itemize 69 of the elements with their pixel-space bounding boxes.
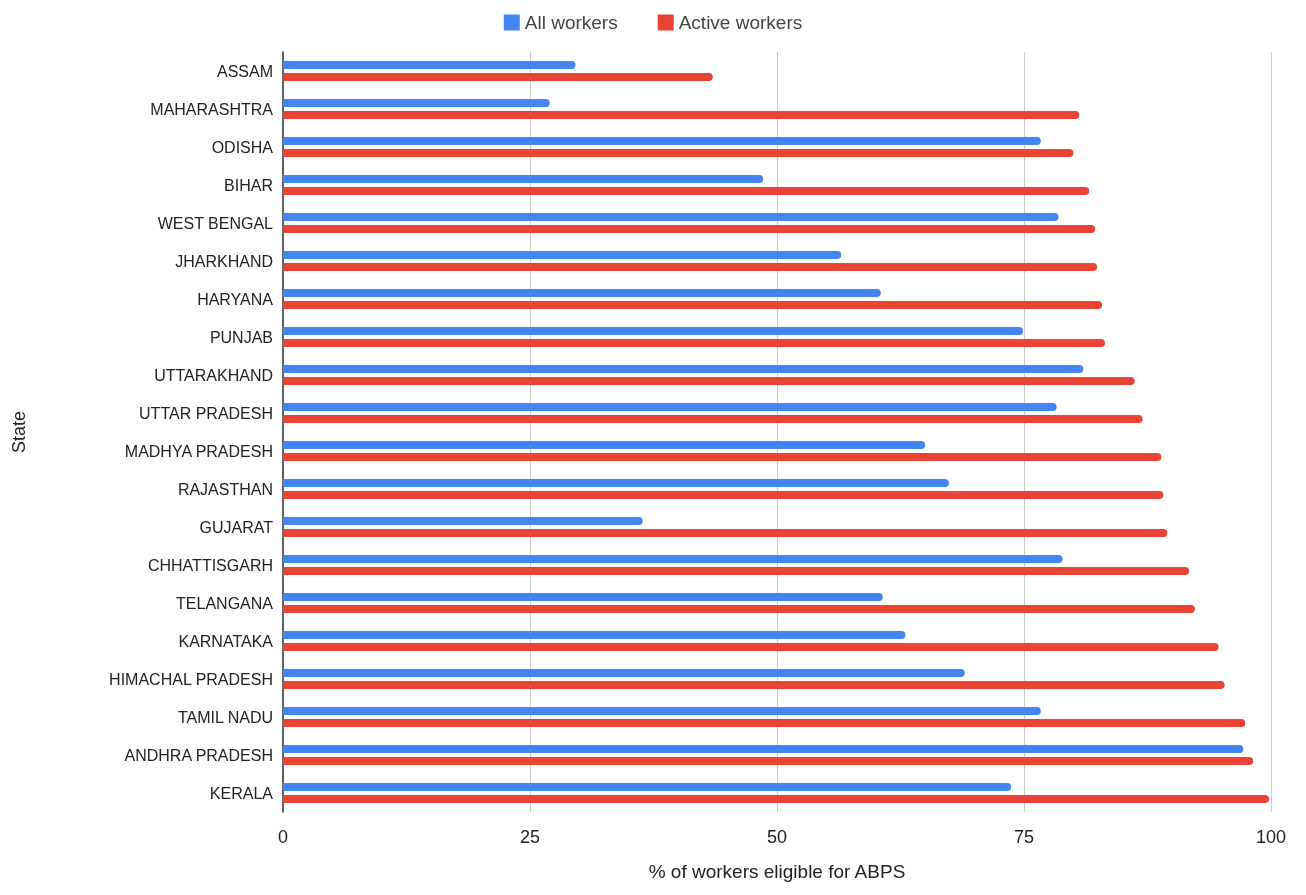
x-tick-label: 50 — [766, 827, 788, 847]
bar — [283, 555, 1063, 563]
bar — [283, 491, 1164, 499]
bar — [283, 605, 1195, 613]
legend-label: Active workers — [678, 12, 803, 33]
bar — [283, 327, 1024, 335]
bar — [283, 61, 576, 69]
y-tick-label: MADHYA PRADESH — [124, 442, 273, 460]
bar — [283, 745, 1244, 753]
bar — [283, 441, 926, 449]
y-tick-label: UTTAR PRADESH — [139, 404, 273, 422]
bar — [283, 187, 1090, 195]
bar — [283, 111, 1080, 119]
bar — [283, 73, 713, 81]
bar — [283, 517, 643, 525]
y-tick-label: ODISHA — [211, 138, 274, 156]
bar — [283, 783, 1012, 791]
bar — [283, 529, 1168, 537]
x-tick-label: 75 — [1013, 827, 1035, 847]
bar — [283, 137, 1041, 145]
y-axis-title: State — [9, 410, 29, 454]
y-tick-label: HIMACHAL PRADESH — [109, 670, 273, 688]
bar — [283, 99, 550, 107]
bar — [283, 225, 1096, 233]
y-tick-label: TAMIL NADU — [177, 708, 273, 726]
bar — [283, 757, 1254, 765]
y-tick-label: ANDHRA PRADESH — [124, 746, 273, 764]
bar — [283, 213, 1059, 221]
bar — [283, 719, 1246, 727]
bar — [283, 593, 883, 601]
bar — [283, 567, 1189, 575]
x-axis-title: % of workers eligible for ABPS — [648, 861, 906, 882]
bar — [283, 365, 1084, 373]
bar — [283, 289, 881, 297]
x-tick-label: 0 — [277, 827, 289, 847]
y-tick-label: TELANGANA — [176, 594, 274, 612]
bar — [283, 263, 1098, 271]
y-tick-label: KERALA — [209, 784, 274, 802]
bar — [283, 453, 1162, 461]
bar — [283, 175, 764, 183]
bar — [283, 479, 949, 487]
bar — [283, 149, 1074, 157]
bar — [283, 795, 1270, 803]
bar — [283, 377, 1135, 385]
y-tick-label: UTTARAKHAND — [154, 366, 273, 384]
bar — [283, 643, 1219, 651]
y-tick-label: KARNATAKA — [178, 632, 274, 650]
y-tick-label: JHARKHAND — [175, 252, 273, 270]
y-tick-label: WEST BENGAL — [157, 214, 274, 232]
legend-label: All workers — [524, 12, 618, 33]
bar — [283, 403, 1057, 411]
x-tick-label: 25 — [519, 827, 541, 847]
x-tick-label: 100 — [1255, 827, 1287, 847]
bar — [283, 669, 965, 677]
y-tick-label: HARYANA — [197, 290, 274, 308]
bar — [283, 339, 1106, 347]
y-tick-label: RAJASTHAN — [177, 480, 273, 498]
bar — [283, 707, 1041, 715]
y-tick-label: CHHATTISGARH — [147, 556, 273, 574]
bar — [283, 681, 1225, 689]
y-tick-label: BIHAR — [224, 176, 273, 194]
bar — [283, 301, 1103, 309]
bar — [283, 251, 842, 259]
y-tick-label: GUJARAT — [199, 518, 274, 536]
bar — [283, 631, 906, 639]
y-tick-label: ASSAM — [216, 62, 273, 80]
y-tick-label: MAHARASHTRA — [150, 100, 274, 118]
bar — [283, 415, 1143, 423]
y-tick-label: PUNJAB — [209, 328, 273, 346]
